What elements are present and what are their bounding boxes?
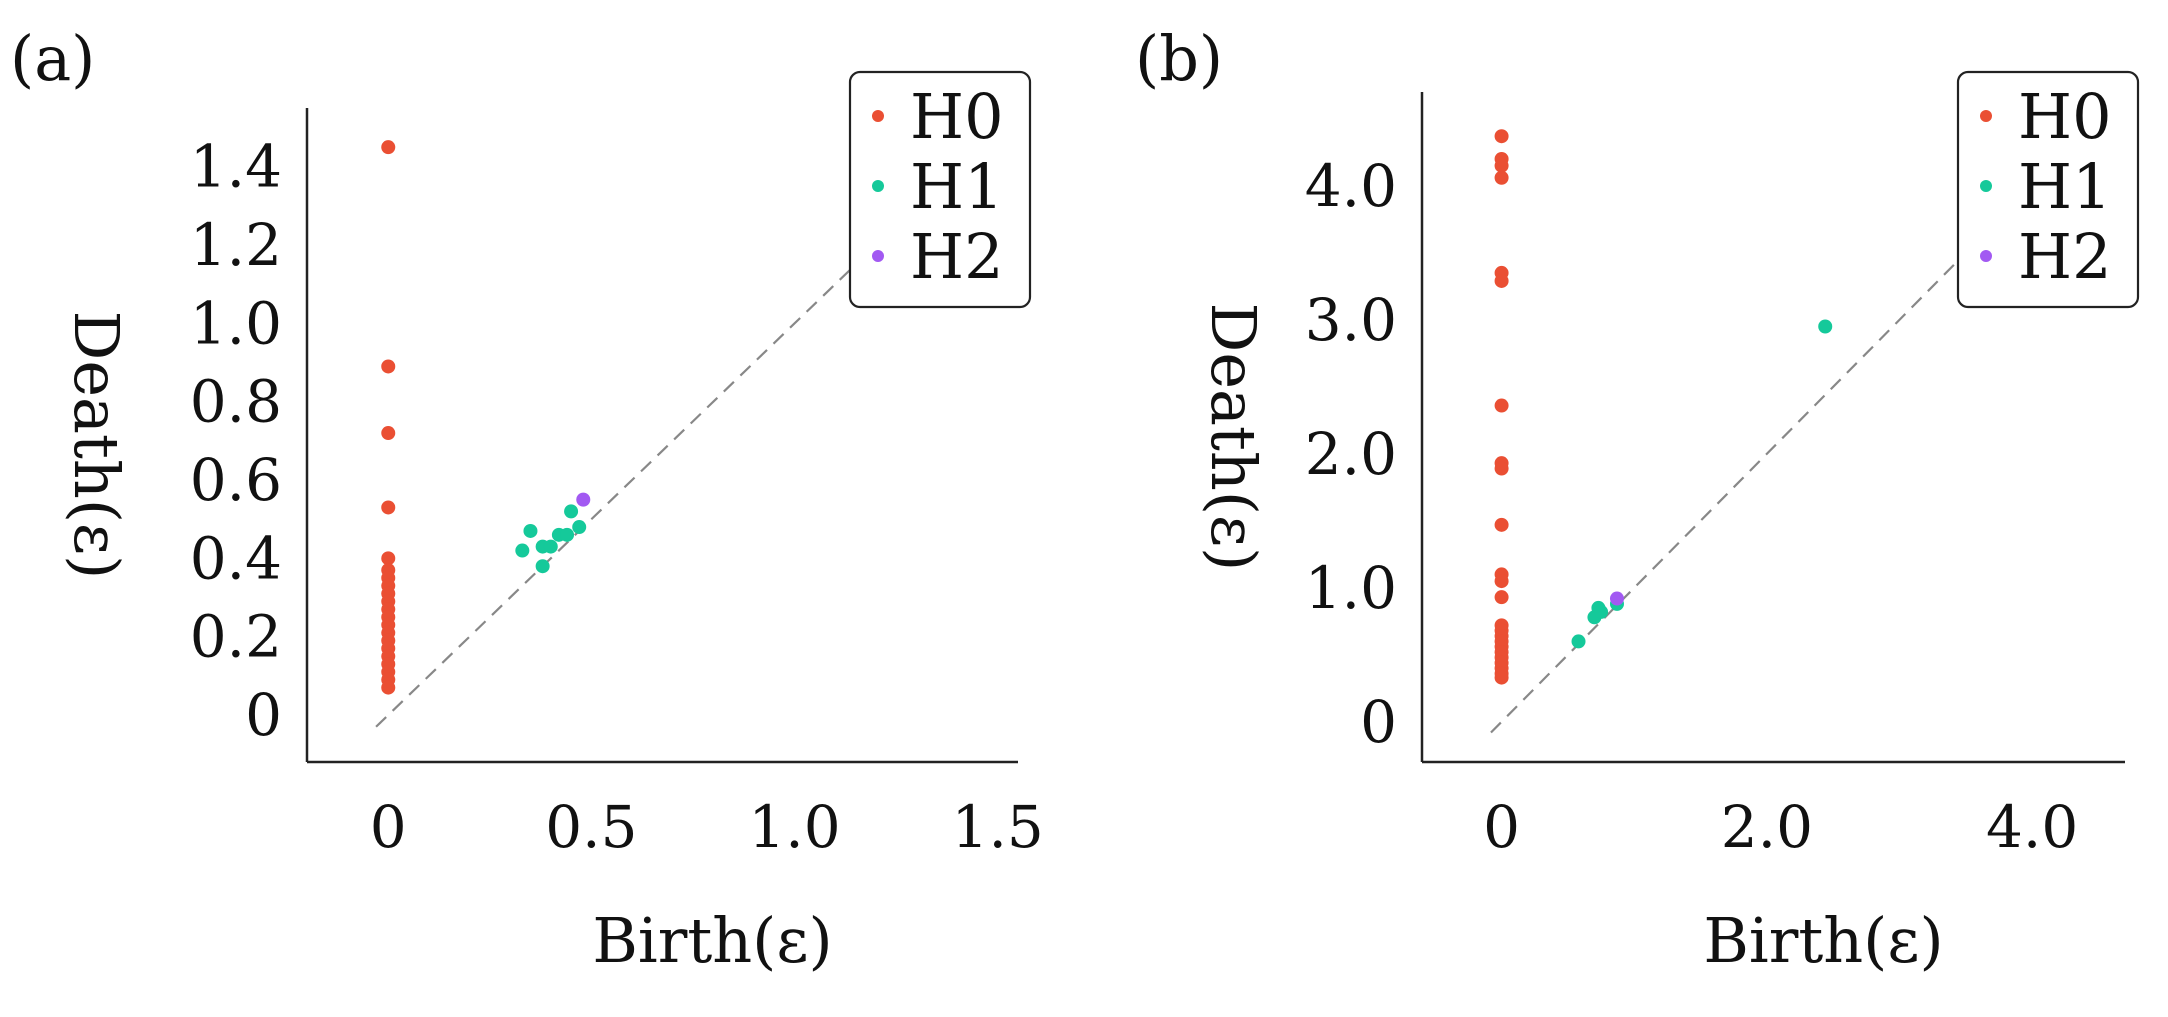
data-point-h0 [1494,170,1509,185]
data-point-h0 [381,140,396,155]
data-point-h0 [1494,590,1509,605]
data-point-h0 [1494,273,1509,288]
legend-label: H0 [910,80,1004,153]
x-tick-label: 2.0 [1721,793,1813,861]
data-point-h0 [381,426,396,441]
y-tick-label: 3.0 [1305,286,1397,354]
data-point-h0 [1494,574,1509,589]
y-tick-label: 0.6 [190,446,282,514]
x-tick-label: 0 [1483,793,1520,861]
y-tick-label: 2.0 [1305,420,1397,488]
data-point-h0 [381,500,396,515]
legend-marker-h2 [872,250,884,262]
x-tick-label: 0 [370,793,407,861]
data-point-h1 [1594,604,1609,619]
data-point-h2 [576,492,591,507]
x-tick-label: 1.0 [748,793,840,861]
chart-panel-b: (b) 0 1.0 2.0 3.0 4.0 0 2.0 4.0 Birth(ε) Death(ε) H… [1135,22,2140,977]
data-point-h1 [564,504,579,519]
y-tick-label: 0.2 [190,603,282,671]
chart-panel-a: (a) 0 0.2 0.4 0.6 0.8 1.0 1.2 1.4 0 0.5 1.0 1.5 Birth… [10,22,1044,977]
y-tick-label: 1.0 [190,289,282,357]
y-tick-label: 1.4 [190,133,282,201]
data-point-h1 [535,559,550,574]
data-point-h1 [543,539,558,554]
y-axis-label: Death(ε) [60,311,133,580]
y-tick-label: 1.0 [1305,554,1397,622]
legend-label: H2 [2018,220,2112,293]
x-axis-label: Birth(ε) [592,904,832,977]
data-point-h0 [1494,158,1509,173]
x-tick-label: 0.5 [545,793,637,861]
panel-label: (b) [1135,22,1223,95]
data-point-h0 [381,680,396,695]
x-tick-label: 1.5 [952,793,1044,861]
data-point-h0 [1494,398,1509,413]
y-tick-label: 4.0 [1305,152,1397,220]
legend-marker-h2 [1980,250,1992,262]
data-point-h0 [381,359,396,374]
data-point-h0 [1494,517,1509,532]
y-tick-label: 1.2 [190,211,282,279]
legend-box [848,70,1032,309]
data-point-h0 [1494,461,1509,476]
x-axis-label: Birth(ε) [1703,904,1943,977]
data-point-h0 [1494,670,1509,685]
legend-marker-h0 [1980,110,1992,122]
legend-label: H1 [2018,150,2112,223]
panel-label: (a) [10,22,95,95]
legend-label: H0 [2018,80,2112,153]
y-tick-label: 0 [245,681,282,749]
legend-marker-h1 [872,180,884,192]
diagonal-line [1490,231,1987,734]
legend-label: H2 [910,220,1004,293]
y-tick-label: 0.4 [190,524,282,592]
data-point-h0 [381,551,396,566]
y-axis-label: Death(ε) [1197,303,1270,572]
legend-label: H1 [910,150,1004,223]
data-point-h1 [572,520,587,535]
data-point-h1 [523,523,538,538]
data-point-h2 [1609,591,1624,606]
x-tick-label: 4.0 [1986,793,2078,861]
diagonal-line [375,263,857,728]
y-tick-label: 0 [1360,688,1397,756]
data-point-h1 [1818,319,1833,334]
data-point-h1 [515,543,530,558]
legend-marker-h1 [1980,180,1992,192]
y-tick-label: 0.8 [190,368,282,436]
legend-marker-h0 [872,110,884,122]
legend-box [1956,70,2140,309]
data-point-h0 [1494,129,1509,144]
data-point-h1 [1571,634,1586,649]
data-point-h1 [560,527,575,542]
